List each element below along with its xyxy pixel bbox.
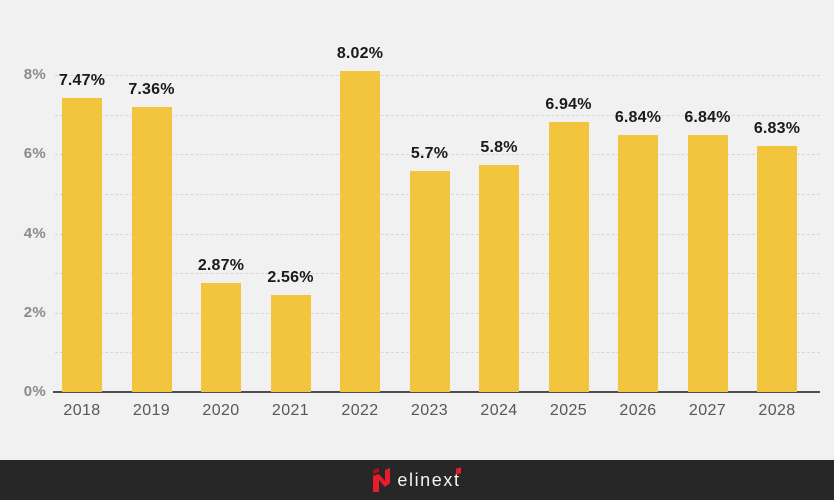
footer-bar: elinext xyxy=(0,460,834,500)
bar-2022 xyxy=(340,71,380,392)
bar-2027 xyxy=(687,134,728,392)
bar-2023 xyxy=(409,171,450,392)
bar-2026 xyxy=(618,134,658,392)
gridline xyxy=(55,154,820,156)
bar-2021 xyxy=(270,294,311,392)
bar-value-label-2026: 6.84% xyxy=(614,108,662,126)
y-axis-label: 4% xyxy=(23,224,46,242)
x-axis-label-2020: 2020 xyxy=(202,402,240,419)
gridline xyxy=(55,75,820,77)
bar-value-label-2024: 5.8% xyxy=(480,139,518,157)
x-axis-label-2022: 2022 xyxy=(341,402,379,419)
bar-value-label-2028: 6.83% xyxy=(753,120,801,138)
bar-value-label-2021: 2.56% xyxy=(267,268,314,286)
bar-value-label-2027: 6.84% xyxy=(684,108,731,126)
bar-value-label-2025: 6.94% xyxy=(545,95,592,113)
elinext-logo-text: elinext xyxy=(397,470,461,490)
x-axis-label-2025: 2025 xyxy=(549,402,588,419)
bar-2028 xyxy=(757,146,797,392)
bar-value-label-2022: 8.02% xyxy=(336,45,384,63)
elinext-logo: elinext xyxy=(373,468,460,492)
bar-value-label-2019: 7.36% xyxy=(128,80,175,98)
y-axis-label: 0% xyxy=(23,383,46,400)
x-axis-label-2021: 2021 xyxy=(271,402,310,419)
bar-2025 xyxy=(548,121,589,392)
y-axis-label: 2% xyxy=(23,303,46,321)
x-axis-label-2028: 2028 xyxy=(758,402,796,419)
elinext-logo-icon xyxy=(373,468,391,492)
bar-value-label-2018: 7.47% xyxy=(58,72,106,90)
y-axis-label: 6% xyxy=(23,145,46,163)
x-axis-label-2023: 2023 xyxy=(410,402,449,419)
bar-value-label-2023: 5.7% xyxy=(410,145,449,163)
bar-2020 xyxy=(201,283,241,392)
x-axis-label-2019: 2019 xyxy=(132,402,171,419)
bar-2024 xyxy=(479,165,519,392)
x-axis-label-2026: 2026 xyxy=(619,402,657,419)
bar-2018 xyxy=(62,98,102,392)
x-axis-label-2024: 2024 xyxy=(480,402,518,419)
x-axis-line xyxy=(53,391,820,393)
bar-2019 xyxy=(131,106,172,392)
gridline xyxy=(55,114,820,116)
bar-value-label-2020: 2.87% xyxy=(197,257,245,275)
x-axis-label-2027: 2027 xyxy=(688,402,727,419)
x-axis-label-2018: 2018 xyxy=(63,402,101,419)
y-axis-label: 8% xyxy=(23,66,46,84)
